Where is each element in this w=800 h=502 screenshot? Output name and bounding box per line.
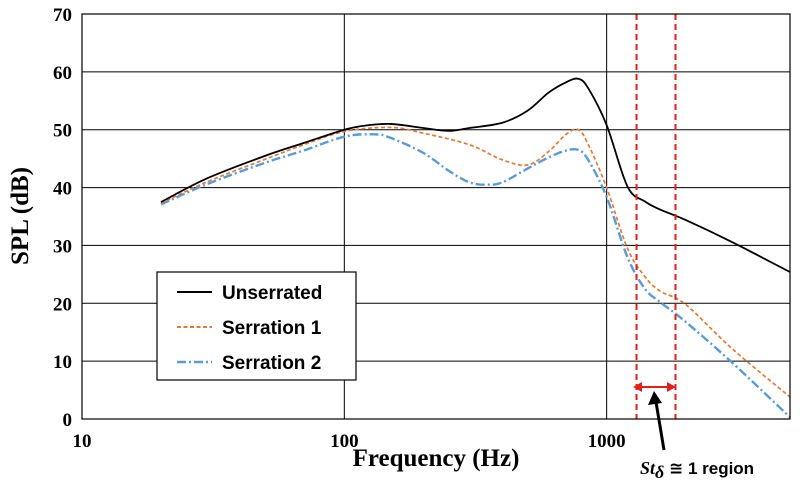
plot-frame — [81, 13, 791, 420]
pointer-arrowhead — [648, 391, 662, 405]
x-tick-label: 100 — [330, 431, 359, 452]
y-tick-label: 20 — [53, 294, 72, 315]
legend-label-serration-1: Serration 1 — [222, 318, 322, 339]
series-line-unserrated — [160, 77, 791, 273]
region-annotation: Stδ ≅ 1 region — [633, 382, 754, 482]
y-tick-label: 40 — [53, 179, 72, 200]
region-label: Stδ ≅ 1 region — [640, 458, 754, 482]
legend: Unserrated Serration 1 Serration 2 — [156, 271, 357, 381]
region-arrowhead-right — [667, 382, 676, 392]
x-tick-label: 10 — [73, 431, 92, 452]
region-arrowhead-left — [633, 382, 642, 392]
y-tick-label: 50 — [53, 121, 72, 142]
x-axis-title: Frequency (Hz) — [353, 445, 520, 472]
legend-label-serration-2: Serration 2 — [222, 353, 321, 374]
series-line-serration-2 — [160, 133, 791, 419]
y-axis-title: SPL (dB) — [7, 167, 34, 265]
legend-label-unserrated: Unserrated — [222, 283, 322, 304]
series-lines — [160, 77, 791, 419]
x-tick-label: 1000 — [588, 431, 626, 452]
y-tick-label: 60 — [53, 63, 72, 84]
y-tick-label: 0 — [63, 410, 73, 431]
y-tick-label: 30 — [53, 236, 72, 257]
y-tick-label: 70 — [53, 5, 72, 26]
pointer-arrow-shaft — [654, 401, 666, 451]
y-tick-label: 10 — [53, 352, 72, 373]
st-region-markers — [635, 14, 677, 419]
series-line-serration-1 — [160, 126, 791, 398]
